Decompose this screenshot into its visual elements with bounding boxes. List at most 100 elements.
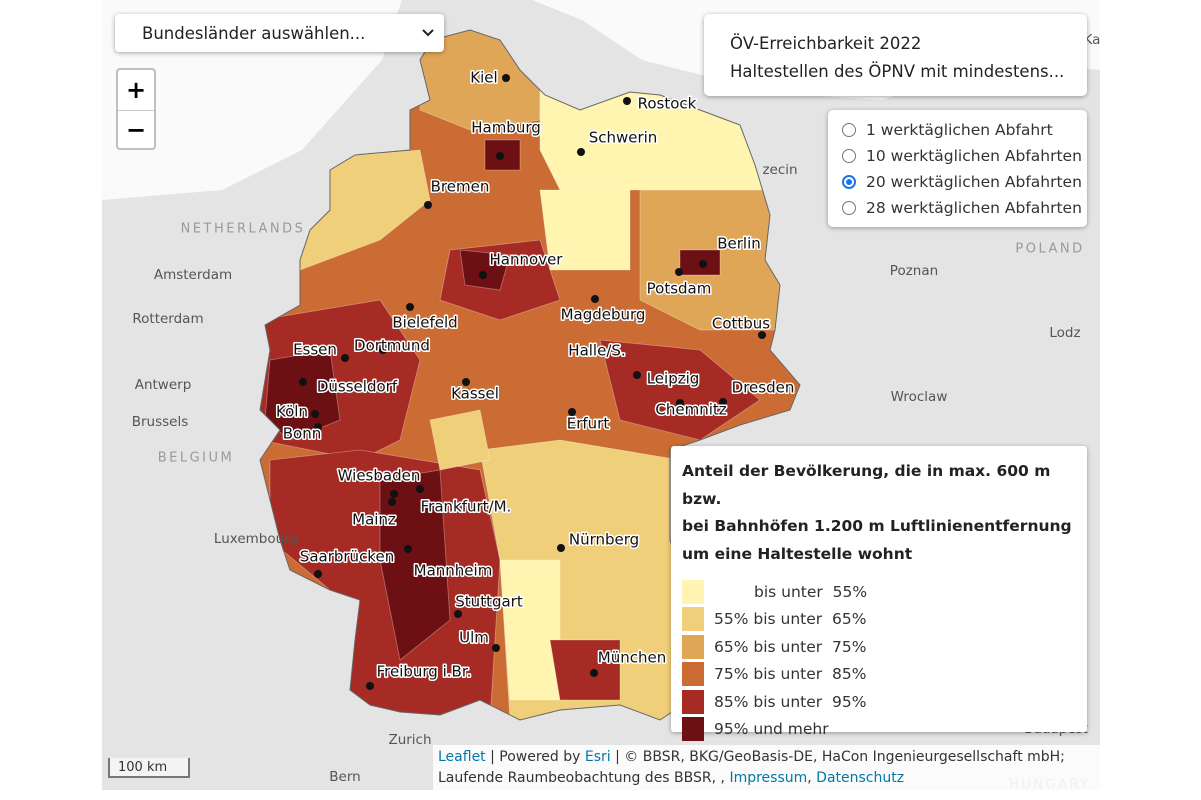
zoom-control: + − xyxy=(116,68,156,150)
legend-label: 95% und mehr xyxy=(714,720,829,739)
city-dot xyxy=(758,331,766,339)
option-label: 28 werktäglichen Abfahrten xyxy=(866,199,1082,217)
legend-swatch xyxy=(682,579,704,604)
basemap-label: Bern xyxy=(329,769,360,785)
city-label: Leipzig xyxy=(647,370,700,388)
legend-row: 75% bis unter 85% xyxy=(682,661,1087,689)
basemap-label: Brussels xyxy=(132,414,189,430)
zoom-in[interactable]: + xyxy=(118,70,154,111)
city-dot xyxy=(675,268,683,276)
city-label: Cottbus xyxy=(712,315,770,333)
legend-title: Anteil der Bevölkerung, die in max. 600 … xyxy=(682,458,1087,568)
city-dot xyxy=(341,354,349,362)
city-label: Hannover xyxy=(490,251,564,269)
region xyxy=(379,469,451,661)
option-label: 10 werktäglichen Abfahrten xyxy=(866,147,1082,165)
germany xyxy=(259,29,801,721)
radio-option[interactable]: 10 werktäglichen Abfahrten xyxy=(842,143,1087,169)
attribution-text: | © BBSR, BKG/GeoBasis-DE, HaCon Ingenie… xyxy=(610,749,1065,765)
legend-row: 55% bis unter 65% xyxy=(682,606,1087,634)
city-dot xyxy=(424,201,432,209)
city-dot xyxy=(299,378,307,386)
basemap-label: Wroclaw xyxy=(891,389,948,405)
radio-option[interactable]: 1 werktäglichen Abfahrt xyxy=(842,117,1087,143)
city-label: Köln xyxy=(276,403,308,421)
radio-option[interactable]: 20 werktäglichen Abfahrten xyxy=(842,169,1087,195)
option-label: 1 werktäglichen Abfahrt xyxy=(866,121,1053,139)
labels: NETHERLANDS Amsterdam Rotterdam Antwerp Brus… xyxy=(132,32,1100,790)
city-dot xyxy=(496,152,504,160)
options-box: 1 werktäglichen Abfahrt 10 werktäglichen … xyxy=(828,110,1087,227)
basemap-label: Luxembourg xyxy=(214,531,298,547)
radio-button[interactable] xyxy=(842,123,856,137)
city-label: München xyxy=(598,649,666,667)
city-label: Mainz xyxy=(352,511,396,529)
attribution-line: Leaflet | Powered by Esri | © BBSR, BKG/… xyxy=(438,747,1100,768)
city-dot xyxy=(314,570,322,578)
basemap-label: Ka xyxy=(1084,32,1100,48)
germany-border xyxy=(259,29,801,721)
attribution-link[interactable]: Impressum xyxy=(729,770,808,786)
legend-swatch xyxy=(682,689,704,714)
legend-swatch xyxy=(682,717,704,742)
zoom-out[interactable]: − xyxy=(125,116,147,144)
city-label: Ulm xyxy=(459,629,489,647)
legend: Anteil der Bevölkerung, die in max. 600 … xyxy=(671,446,1087,742)
city-dot xyxy=(314,423,322,431)
attribution-text: Laufende Raumbeobachtung des BBSR, , xyxy=(438,770,730,786)
region xyxy=(499,559,561,701)
city-label: Bremen xyxy=(431,178,490,196)
city-label: Freiburg i.Br. xyxy=(377,663,472,681)
radio-button[interactable] xyxy=(842,149,856,163)
city-dot xyxy=(406,303,414,311)
region xyxy=(429,409,491,471)
legend-label: bis unter 55% xyxy=(754,582,868,601)
region xyxy=(539,189,631,271)
city-label: Essen xyxy=(293,341,337,359)
radio-option[interactable]: 28 werktäglichen Abfahrten xyxy=(842,195,1087,221)
city-label: Kassel xyxy=(451,385,499,403)
city-label: Frankfurt/M. xyxy=(421,498,512,516)
title-line: Haltestellen des ÖPNV mit mindestens... xyxy=(730,62,1065,81)
basemap-label: Amsterdam xyxy=(154,267,232,283)
city-dot xyxy=(633,371,641,379)
city-label: Kiel xyxy=(470,69,497,87)
attribution-link[interactable]: Leaflet xyxy=(438,749,486,765)
city-dot xyxy=(557,544,565,552)
scale-bar: 100 km xyxy=(108,758,190,778)
city-label: Wiesbaden xyxy=(338,467,421,485)
legend-row: 65% bis unter 75% xyxy=(682,633,1087,661)
city-dot xyxy=(404,545,412,553)
legend-row: 85% bis unter 95% xyxy=(682,688,1087,716)
basemap-label: Lodz xyxy=(1049,325,1080,341)
city-dot xyxy=(311,410,319,418)
legend-swatch xyxy=(682,634,704,659)
city-label: Mannheim xyxy=(414,562,493,580)
attribution-link[interactable]: Datenschutz xyxy=(816,770,905,786)
legend-title-line: Anteil der Bevölkerung, die in max. 600 … xyxy=(682,462,1051,508)
chevron xyxy=(422,29,434,37)
legend-row: bis unter 55% xyxy=(682,578,1087,606)
city-label: Bielefeld xyxy=(392,314,457,332)
city-label: Saarbrücken xyxy=(300,548,394,566)
city-dot xyxy=(388,498,396,506)
city-dot xyxy=(676,399,684,407)
basemap-label: NETHERLANDS xyxy=(181,222,306,237)
legend-label: 85% bis unter 95% xyxy=(714,692,867,711)
radio-button[interactable] xyxy=(842,201,856,215)
city-label: Halle/S. xyxy=(568,342,625,360)
legend-label: 55% bis unter 65% xyxy=(714,610,867,629)
city-dot xyxy=(568,408,576,416)
city-dot xyxy=(379,346,387,354)
state-dropdown[interactable]: Bundesländer auswählen... xyxy=(115,14,444,52)
basemap-label: Poznan xyxy=(890,263,938,279)
radio-button[interactable] xyxy=(842,175,856,189)
legend-swatch xyxy=(682,662,704,687)
legend-title-line: um eine Haltestelle wohnt xyxy=(682,544,913,563)
legend-label: 65% bis unter 75% xyxy=(714,637,867,656)
city-dot xyxy=(416,485,424,493)
basemap-label: BELGIUM xyxy=(158,451,235,466)
city-dot xyxy=(462,378,470,386)
attribution-link[interactable]: Esri xyxy=(584,749,611,765)
basemap-label: zecin xyxy=(762,162,797,178)
